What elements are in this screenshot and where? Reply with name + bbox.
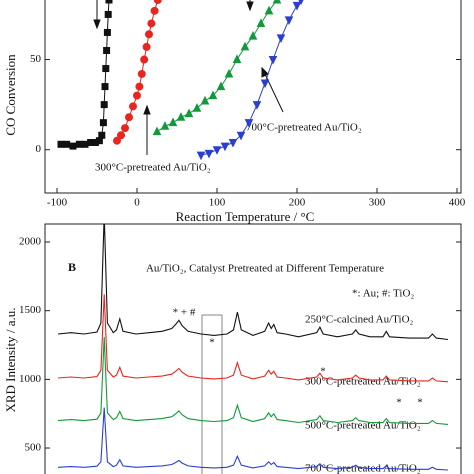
point (147, 19, 156, 28)
y-tick-label: 0 (36, 143, 42, 155)
point (256, 18, 266, 27)
point (150, 6, 159, 15)
point (142, 42, 151, 51)
point (264, 5, 274, 15)
peak-marker: * (417, 397, 423, 409)
point (140, 55, 149, 64)
point (176, 112, 186, 121)
point (204, 149, 214, 159)
point (244, 119, 254, 128)
x-tick-label: -100 (47, 197, 68, 209)
y-tick-label: 50 (30, 53, 42, 65)
panel-label: B (68, 260, 76, 274)
point (292, 1, 302, 11)
point (208, 90, 218, 100)
point (133, 91, 141, 100)
point (137, 69, 146, 78)
point (236, 131, 246, 141)
point (69, 142, 77, 150)
x-tick-label: 0 (134, 197, 140, 209)
point (104, 10, 112, 18)
chart-title: Au/TiO₂, Catalyst Pretreated at Differen… (146, 263, 384, 275)
point (103, 28, 111, 36)
y-tick-label: 1500 (19, 304, 42, 316)
series-line (156, 0, 278, 133)
series-line (57, 224, 449, 341)
point (129, 102, 137, 111)
point (272, 0, 282, 4)
point (100, 101, 108, 109)
y-tick-label: 1000 (19, 373, 42, 385)
y-axis-label: XRD Intensity / a.u. (3, 307, 18, 412)
series-label: 250°C-calcined Au/TiO₂ (305, 314, 414, 326)
point (160, 121, 170, 130)
frame-a (44, 0, 462, 194)
series-line (57, 407, 449, 471)
highlight-box (201, 314, 223, 474)
frame-b (44, 223, 462, 474)
point (224, 68, 234, 78)
y-tick-label: 2000 (19, 236, 42, 248)
plot-area (57, 224, 449, 471)
series-line (57, 336, 449, 425)
point (145, 30, 153, 39)
point (260, 79, 270, 89)
point (113, 136, 121, 145)
point (135, 82, 144, 91)
plot-area (57, 0, 304, 161)
point (212, 146, 222, 155)
point (240, 41, 250, 51)
point (196, 151, 206, 161)
peak-marker: * (209, 337, 215, 349)
point (284, 16, 294, 25)
point (98, 131, 106, 139)
point (105, 0, 113, 4)
series-label: 300°C-pretreated Au/TiO₂ (305, 376, 421, 388)
point (103, 47, 111, 55)
point (99, 119, 107, 127)
point (117, 131, 125, 140)
point (101, 83, 109, 91)
point (184, 108, 194, 118)
point (252, 101, 262, 110)
point (102, 65, 110, 73)
x-tick-label: 400 (449, 197, 466, 209)
point (232, 54, 242, 64)
series-line (57, 294, 449, 383)
point (168, 117, 178, 127)
x-tick-label: 300 (369, 197, 386, 209)
point (220, 142, 230, 152)
x-tick-label: 100 (209, 197, 226, 209)
point (200, 95, 210, 105)
peak-marker: * (396, 397, 402, 409)
peak-marker: * (320, 366, 326, 378)
y-tick-label: 500 (25, 442, 42, 454)
point (248, 30, 258, 40)
point (153, 0, 162, 4)
point (125, 113, 133, 122)
point (276, 34, 286, 43)
peak-marker: * + # (173, 307, 196, 319)
arrows (93, 0, 284, 155)
annotation: 300°C-pretreated Au/TiO₂ (95, 162, 211, 174)
point (121, 124, 129, 133)
y-axis-label: CO Conversion (3, 54, 18, 136)
point (228, 138, 238, 148)
point (298, 0, 304, 6)
point (216, 81, 226, 91)
point (63, 140, 71, 148)
legend-note: *: Au; #: TiO₂ (352, 288, 414, 300)
annotation: 700°C-pretreated Au/TiO₂ (246, 122, 362, 134)
point (192, 103, 202, 112)
point (268, 56, 278, 65)
x-axis-label: Reaction Temperature / °C (176, 209, 315, 224)
x-tick-label: 200 (289, 197, 306, 209)
point (152, 126, 162, 136)
